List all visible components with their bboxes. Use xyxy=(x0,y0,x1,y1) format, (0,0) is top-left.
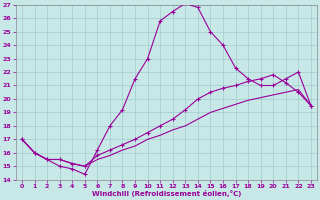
X-axis label: Windchill (Refroidissement éolien,°C): Windchill (Refroidissement éolien,°C) xyxy=(92,190,241,197)
